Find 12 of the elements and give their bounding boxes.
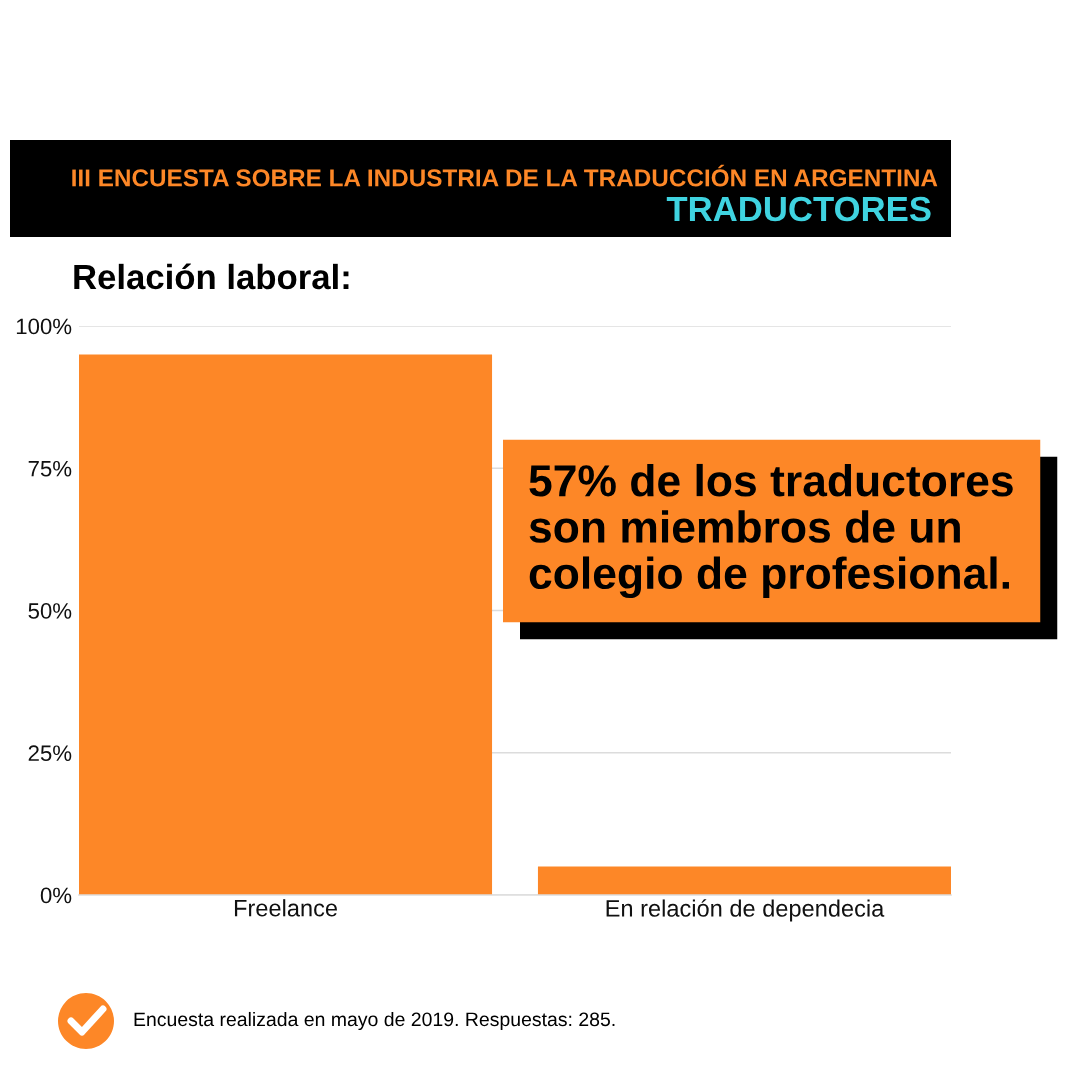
- y-tick-label: 0%: [40, 887, 72, 904]
- y-tick-label: 75%: [28, 460, 72, 477]
- x-tick-label: Freelance: [234, 899, 337, 917]
- annotation: 57% de los traductores son miembros de un colegio de profesional.: [529, 463, 1013, 599]
- y-tick-label: 100%: [16, 318, 72, 335]
- text: Encuesta realizada en mayo de 2019. Respuestas: 285.: [134, 1011, 615, 1031]
- x-tick-label: En relación de dependecia: [606, 899, 885, 922]
- y-tick-label: 50%: [28, 603, 72, 619]
- chart-title: III ENCUESTA SOBRE LA INDUSTRIA DE LA TRADUCCIÓN EN ARGENTINA: [72, 164, 938, 187]
- y-tick-label: 25%: [28, 745, 72, 762]
- text: Relación laboral:: [74, 263, 349, 290]
- chart-subtitle: TRADUCTORES: [666, 196, 931, 222]
